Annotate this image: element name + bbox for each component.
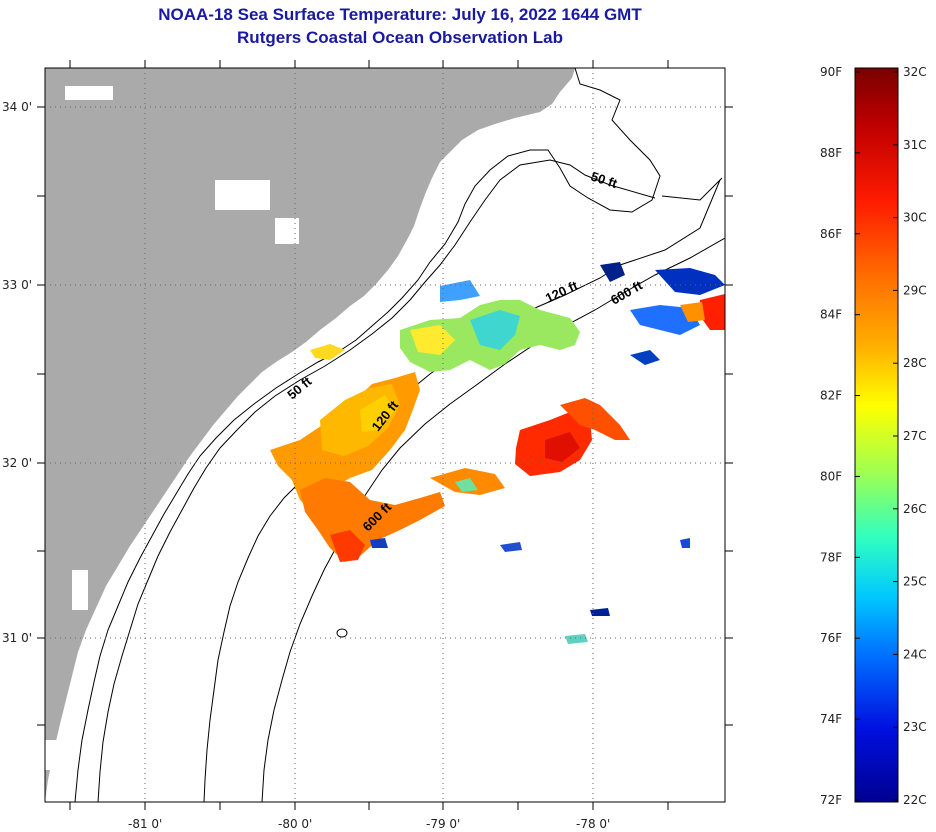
map-subtitle: Rutgers Coastal Ocean Observation Lab xyxy=(237,28,563,47)
graticule xyxy=(45,68,725,802)
colorbar-c-label: 23C xyxy=(903,720,927,734)
colorbar-f-label: 78F xyxy=(820,550,842,564)
colorbar-c-label: 29C xyxy=(903,283,927,297)
colorbar-f-labels: 90F 88F 86F 84F 82F 80F 78F 76F 74F 72F xyxy=(820,65,842,807)
colorbar-f-label: 72F xyxy=(820,793,842,807)
colorbar-c-label: 25C xyxy=(903,575,927,589)
colorbar-c-label: 32C xyxy=(903,65,927,79)
colorbar-c-label: 27C xyxy=(903,429,927,443)
map-frame xyxy=(44,67,726,803)
colorbar-f-label: 86F xyxy=(820,227,842,241)
colorbar-f-label: 88F xyxy=(820,146,842,160)
contour-50ft xyxy=(97,159,723,802)
lat-label: 33 0' xyxy=(2,278,32,292)
lat-label: 32 0' xyxy=(2,456,32,470)
colorbar-c-labels: 32C 31C 30C 29C 28C 27C 26C 25C 24C 23C 22C xyxy=(903,65,927,807)
colorbar-f-label: 76F xyxy=(820,631,842,645)
cloud-mask xyxy=(215,180,270,210)
lon-label: -79 0' xyxy=(426,817,460,831)
lat-label: 31 0' xyxy=(2,631,32,645)
cloud-mask xyxy=(72,570,88,610)
coastline xyxy=(74,68,661,802)
cloud-mask xyxy=(275,218,299,244)
colorbar-f-label: 80F xyxy=(820,469,842,483)
map-title: NOAA-18 Sea Surface Temperature: July 16… xyxy=(158,5,642,24)
sst-patches xyxy=(270,262,725,644)
colorbar-f-label: 84F xyxy=(820,308,842,322)
colorbar-f-label: 74F xyxy=(820,712,842,726)
lon-label: -81 0' xyxy=(128,817,162,831)
cloud-mask xyxy=(65,86,113,100)
land-area xyxy=(45,68,575,802)
colorbar-c-label: 28C xyxy=(903,356,927,370)
lon-label: -78 0' xyxy=(576,817,610,831)
colorbar xyxy=(854,67,899,803)
colorbar-ticks xyxy=(855,71,898,801)
colorbar-c-label: 30C xyxy=(903,211,927,225)
lat-label: 34 0' xyxy=(2,100,32,114)
contour-island xyxy=(336,628,348,638)
colorbar-c-label: 22C xyxy=(903,793,927,807)
colorbar-c-label: 26C xyxy=(903,502,927,516)
colorbar-c-label: 24C xyxy=(903,647,927,661)
contour-600ft xyxy=(261,237,725,802)
colorbar-f-label: 82F xyxy=(820,389,842,403)
colorbar-c-label: 31C xyxy=(903,138,927,152)
cloud-mask xyxy=(45,740,71,770)
axis-ticks xyxy=(37,60,733,810)
colorbar-f-label: 90F xyxy=(820,65,842,79)
lon-label: -80 0' xyxy=(278,817,312,831)
